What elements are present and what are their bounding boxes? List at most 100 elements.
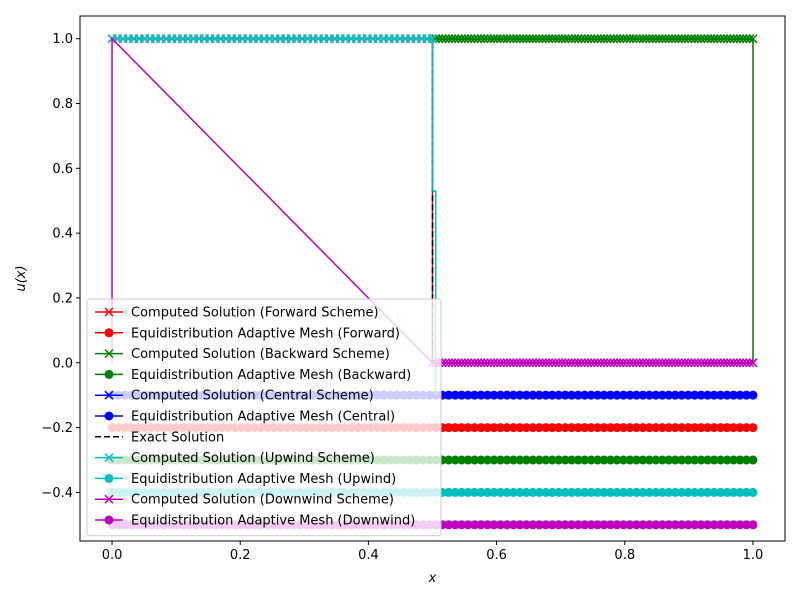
data-point — [596, 358, 606, 368]
data-point — [638, 423, 648, 433]
legend: Computed Solution (Forward Scheme) Equidi… — [86, 298, 442, 537]
data-point — [706, 358, 716, 368]
data-point — [719, 34, 729, 44]
data-point — [541, 358, 551, 368]
data-point — [709, 487, 719, 497]
data-point — [544, 34, 554, 44]
data-point — [586, 423, 596, 433]
data-point — [538, 34, 548, 44]
data-point — [677, 520, 687, 530]
data-point — [560, 487, 570, 497]
data-point — [722, 455, 732, 465]
legend-entry: Equidistribution Adaptive Mesh (Downwind… — [95, 514, 415, 529]
data-point — [719, 358, 729, 368]
data-point — [580, 455, 590, 465]
data-point — [567, 455, 577, 465]
data-point — [554, 358, 564, 368]
data-point — [470, 390, 480, 400]
data-point — [470, 455, 480, 465]
data-point — [450, 390, 460, 400]
data-point — [703, 34, 713, 44]
series-line — [112, 37, 437, 396]
data-point — [483, 487, 493, 497]
data-point — [609, 358, 619, 368]
data-point — [606, 390, 616, 400]
data-point — [644, 34, 654, 44]
data-point — [457, 520, 467, 530]
data-point — [466, 34, 476, 44]
data-point — [450, 487, 460, 497]
y-tick-label: 1.0 — [52, 32, 73, 47]
data-point — [580, 34, 590, 44]
data-point — [716, 455, 726, 465]
data-point — [512, 358, 522, 368]
data-point — [593, 487, 603, 497]
legend-label: Equidistribution Adaptive Mesh (Upwind) — [131, 472, 396, 487]
data-point — [457, 34, 467, 44]
data-point — [709, 455, 719, 465]
data-point — [729, 358, 739, 368]
data-point — [554, 423, 564, 433]
data-point — [502, 423, 512, 433]
legend-entry: Equidistribution Adaptive Mesh (Forward) — [95, 326, 400, 341]
data-point — [654, 358, 664, 368]
data-point — [505, 34, 515, 44]
y-tick-label: −0.4 — [41, 486, 73, 501]
data-point — [738, 34, 748, 44]
data-point — [748, 455, 758, 465]
data-point — [470, 520, 480, 530]
data-point — [502, 358, 512, 368]
data-point — [644, 358, 654, 368]
data-point — [690, 487, 700, 497]
data-point — [515, 455, 525, 465]
data-point — [690, 423, 700, 433]
data-point — [470, 358, 480, 368]
data-point — [625, 358, 635, 368]
data-point — [599, 358, 609, 368]
data-point — [638, 34, 648, 44]
data-point — [716, 390, 726, 400]
data-point — [657, 34, 667, 44]
data-point — [563, 34, 573, 44]
data-point — [670, 358, 680, 368]
data-point — [648, 34, 658, 44]
data-point — [554, 455, 564, 465]
data-point — [638, 390, 648, 400]
data-point — [444, 34, 454, 44]
data-point — [567, 487, 577, 497]
legend-marker — [104, 390, 114, 400]
data-point — [612, 390, 622, 400]
data-point — [560, 358, 570, 368]
data-point — [706, 34, 716, 44]
data-point — [486, 358, 496, 368]
y-axis-label: u(x) — [14, 265, 29, 291]
data-point — [457, 358, 467, 368]
data-point — [735, 520, 745, 530]
data-point — [618, 520, 628, 530]
legend-entry: Equidistribution Adaptive Mesh (Central) — [95, 410, 395, 425]
data-point — [644, 455, 654, 465]
data-point — [677, 423, 687, 433]
data-point — [476, 358, 486, 368]
data-point — [612, 487, 622, 497]
data-point — [664, 455, 674, 465]
data-point — [673, 34, 684, 44]
legend-entry: Equidistribution Adaptive Mesh (Upwind) — [95, 472, 396, 487]
data-point — [560, 455, 570, 465]
data-point — [499, 358, 509, 368]
data-point — [547, 455, 557, 465]
data-point — [651, 358, 661, 368]
legend-label: Computed Solution (Downwind Scheme) — [131, 493, 394, 508]
data-point — [703, 390, 713, 400]
data-point — [696, 455, 706, 465]
data-point — [696, 520, 706, 530]
data-point — [502, 34, 512, 44]
data-point — [541, 390, 551, 400]
data-point — [732, 34, 742, 44]
data-point — [677, 487, 687, 497]
data-point — [748, 520, 758, 530]
data-point — [709, 358, 719, 368]
data-point — [508, 34, 518, 44]
data-point — [521, 390, 531, 400]
